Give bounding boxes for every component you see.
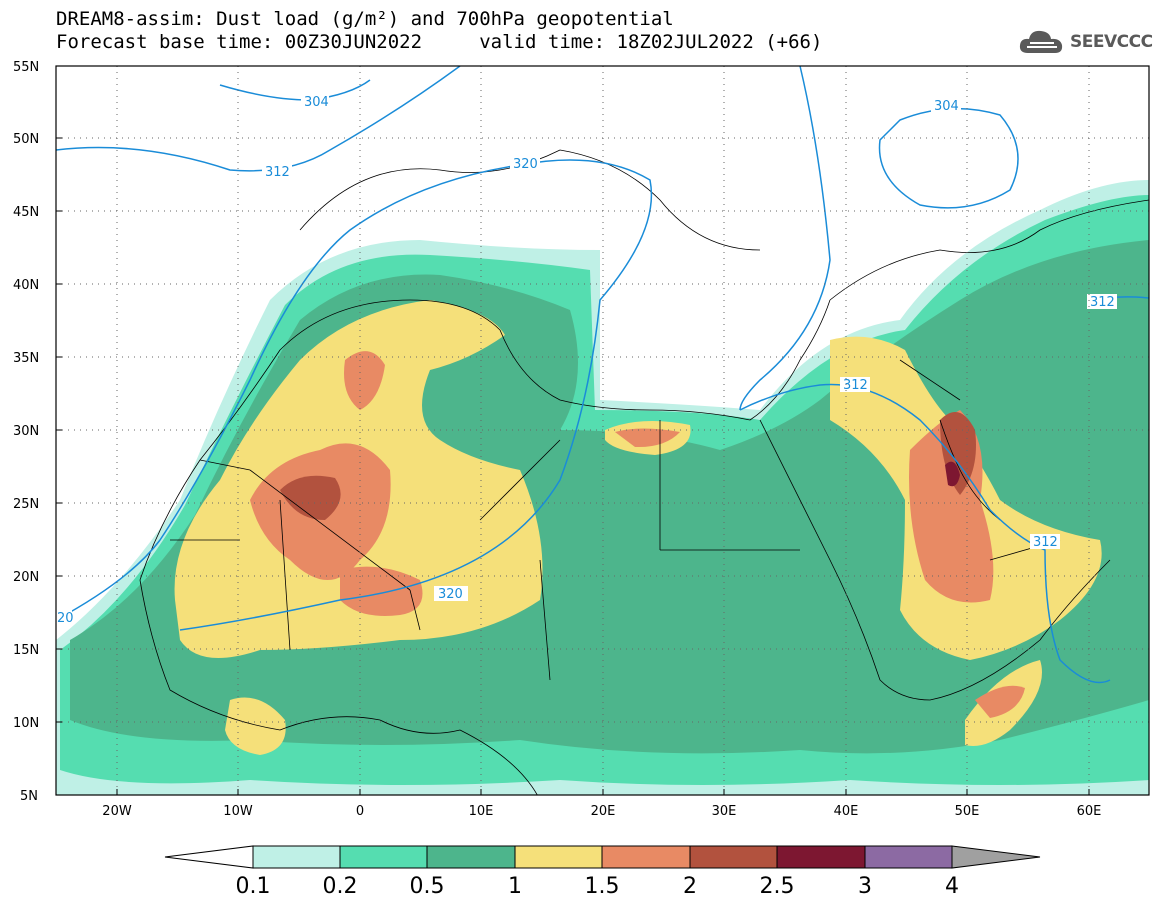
cloud-icon xyxy=(1019,30,1063,53)
colorbar-label: 0.5 xyxy=(410,874,445,899)
lat-label: 20N xyxy=(13,570,39,585)
lat-label: 50N xyxy=(13,132,39,147)
lon-label: 20E xyxy=(591,804,616,819)
colorbar-label: 4 xyxy=(945,874,959,899)
dust-level-2.5 xyxy=(945,461,960,487)
colorbar-under-arrow xyxy=(164,845,254,869)
dust-level-2 xyxy=(280,475,341,520)
isoline-label: 312 xyxy=(843,378,868,393)
colorbar-label: 0.1 xyxy=(236,874,271,899)
logo-text: SEEVCCC xyxy=(1070,32,1153,52)
lat-label: 45N xyxy=(13,205,39,220)
latitude-labels: 55N 50N 45N 40N 35N 30N 25N 20N 15N 10N … xyxy=(13,60,39,804)
lon-label: 10E xyxy=(469,804,494,819)
lat-label: 25N xyxy=(13,497,39,512)
lat-label: 10N xyxy=(13,716,39,731)
colorbar-label: 2.5 xyxy=(760,874,795,899)
dust-level-1.5 xyxy=(615,428,680,448)
isoline-labels: 304 312 320 312 320 304 312 312 20 xyxy=(56,94,1117,626)
isoline-label: 320 xyxy=(438,587,463,602)
dust-field xyxy=(56,66,1149,795)
colorbar xyxy=(164,845,1041,869)
dust-level-1.5 xyxy=(344,351,385,410)
colorbar-swatch xyxy=(689,845,778,869)
graticule xyxy=(56,66,1149,795)
lat-label: 35N xyxy=(13,351,39,366)
isoline-label: 304 xyxy=(934,99,959,114)
lat-label: 30N xyxy=(13,424,39,439)
map-subtitle: Forecast base time: 00Z30JUN2022 valid t… xyxy=(56,31,823,53)
colorbar-swatch xyxy=(426,845,516,869)
map-title: DREAM8-assim: Dust load (g/m²) and 700hP… xyxy=(56,8,674,30)
colorbar-swatch xyxy=(776,845,866,869)
colorbar-label: 1.5 xyxy=(585,874,620,899)
longitude-labels: 20W 10W 0 10E 20E 30E 40E 50E 60E xyxy=(102,804,1101,819)
dust-level-1.5 xyxy=(975,685,1025,718)
colorbar-swatch xyxy=(864,845,953,869)
lat-label: 5N xyxy=(20,789,38,804)
lon-label: 0 xyxy=(356,804,364,819)
lon-label: 10W xyxy=(223,804,253,819)
isoline-label: 320 xyxy=(513,157,538,172)
lon-label: 50E xyxy=(955,804,980,819)
isoline-label: 304 xyxy=(304,95,329,110)
colorbar-label: 3 xyxy=(858,874,872,899)
logo: SEEVCCC xyxy=(1018,26,1153,58)
colorbar-swatch xyxy=(339,845,428,869)
colorbar-label: 2 xyxy=(683,874,697,899)
colorbar-swatch xyxy=(601,845,691,869)
colorbar-label: 0.2 xyxy=(323,874,358,899)
lon-label: 20W xyxy=(102,804,132,819)
isoline-label: 312 xyxy=(265,165,290,180)
dust-level-1.5 xyxy=(340,566,423,616)
lat-label: 40N xyxy=(13,278,39,293)
lon-label: 60E xyxy=(1077,804,1102,819)
isoline-label: 20 xyxy=(57,611,74,626)
colorbar-swatch xyxy=(252,845,341,869)
lat-label: 55N xyxy=(13,60,39,75)
isoline-label: 312 xyxy=(1090,295,1115,310)
dust-level-1 xyxy=(225,697,286,755)
colorbar-label: 1 xyxy=(508,874,522,899)
colorbar-labels: 0.1 0.2 0.5 1 1.5 2 2.5 3 4 xyxy=(236,874,960,899)
isoline-label: 312 xyxy=(1033,535,1058,550)
lon-label: 30E xyxy=(712,804,737,819)
lon-label: 40E xyxy=(834,804,859,819)
colorbar-over-arrow xyxy=(951,845,1041,869)
colorbar-swatch xyxy=(514,845,603,869)
lat-label: 15N xyxy=(13,643,39,658)
tick-marks xyxy=(56,65,1090,796)
